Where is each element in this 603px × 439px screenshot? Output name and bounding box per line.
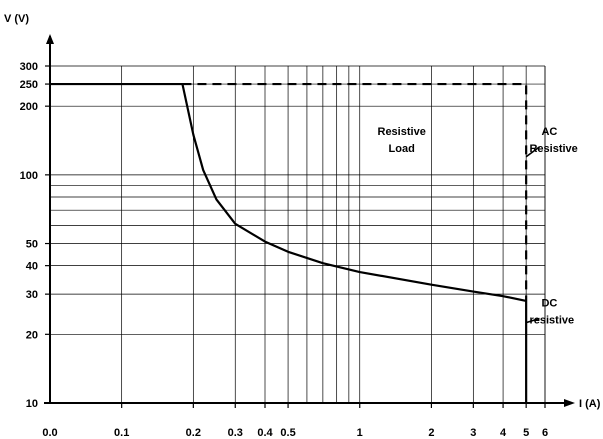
- y-tick-label: 250: [20, 79, 38, 91]
- axes: [44, 34, 575, 408]
- y-tick-label: 100: [20, 170, 38, 182]
- x-tick-label: 0.3: [228, 427, 243, 439]
- x-tick-label: 4: [500, 427, 507, 439]
- annotation-leader: [525, 317, 540, 324]
- x-tick-label: 3: [470, 427, 476, 439]
- series-lines: [50, 82, 528, 403]
- grid-lines: [50, 65, 546, 404]
- x-tick-label: 0.2: [186, 427, 201, 439]
- annotation-text: DC resistive: [529, 297, 574, 326]
- annotations: Resistive Load AC Resistive DC resistive: [378, 126, 578, 327]
- tick-labels: 10 20 30 40 50 100 200 250 300 0.1 0.2 0.3 0.4 0.5 1 2 3…: [4, 13, 601, 439]
- x-tick-label: 5: [523, 427, 529, 439]
- x-tick-label: 2: [428, 427, 434, 439]
- y-tick-label: 300: [20, 61, 38, 73]
- annotation-leader: [525, 146, 540, 158]
- annotation-line: Load: [389, 143, 415, 155]
- y-tick-label: 10: [26, 398, 38, 410]
- annotation-line: Resistive: [529, 143, 577, 155]
- x-tick-label: 0.1: [114, 427, 129, 439]
- y-tick-label: 40: [26, 261, 38, 273]
- annotation-line: Resistive: [378, 126, 426, 138]
- x-origin-label: 0.0: [42, 427, 57, 439]
- annotation-line: AC: [541, 126, 557, 138]
- x-tick-label: 1: [357, 427, 363, 439]
- annotation-text: Resistive Load: [378, 126, 426, 155]
- y-axis-title: V (V): [4, 13, 29, 25]
- annotation-line: resistive: [529, 314, 574, 326]
- y-tick-label: 30: [26, 289, 38, 301]
- x-axis-title: I (A): [579, 398, 601, 410]
- y-tick-label: 20: [26, 329, 38, 341]
- x-tick-label: 0.5: [280, 427, 295, 439]
- series-line: [50, 82, 527, 303]
- x-tick-label: 0.4: [257, 427, 273, 439]
- x-tick-label: 6: [542, 427, 548, 439]
- y-axis-arrow: [46, 34, 54, 44]
- y-tick-label: 200: [20, 101, 38, 113]
- annotation-line: DC: [541, 297, 557, 309]
- annotation-text: AC Resistive: [529, 126, 577, 155]
- y-tick-label: 50: [26, 239, 38, 251]
- series-line: [182, 82, 528, 301]
- x-axis-arrow: [564, 399, 575, 407]
